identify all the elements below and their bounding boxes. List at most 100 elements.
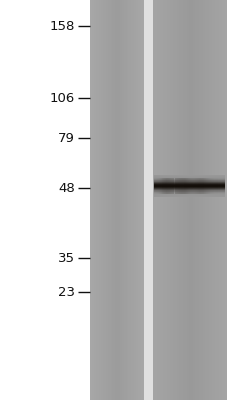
Bar [169,178,170,194]
Bar [118,0,119,400]
Bar [181,178,182,194]
Bar [153,190,224,191]
Bar [153,182,224,183]
Bar [180,0,181,400]
Bar [175,0,176,400]
Bar [186,178,187,194]
Bar [153,185,224,186]
Bar [124,0,125,400]
Bar [168,178,169,194]
Bar [161,178,162,194]
Bar [221,178,222,194]
Bar [190,178,191,194]
Bar [170,178,171,194]
Bar [107,0,108,400]
Bar [157,178,158,194]
Bar [221,178,222,194]
Bar [220,178,221,194]
Bar [195,178,196,194]
Bar [119,0,120,400]
Bar [93,0,94,400]
Bar [134,0,135,400]
Bar [170,178,171,194]
Bar [184,178,185,194]
Bar [153,186,224,187]
Bar [163,0,165,400]
Bar [90,0,91,400]
Bar [188,178,189,194]
Bar [174,178,175,194]
Bar [159,178,160,194]
Bar [153,180,224,181]
Bar [153,191,224,192]
Bar [179,178,180,194]
Bar [164,178,165,194]
Bar [153,194,224,195]
Bar [223,178,224,194]
Bar [208,178,209,194]
Bar [182,178,183,194]
Bar [153,196,224,197]
Bar [210,178,211,194]
Text: 79: 79 [58,132,75,144]
Bar [153,177,224,178]
Bar [153,183,224,184]
Bar [127,0,128,400]
Bar [200,178,201,194]
Bar [194,178,195,194]
Bar [202,178,203,194]
Bar [106,0,107,400]
Bar [104,0,105,400]
Bar [225,0,226,400]
Bar [196,0,197,400]
Bar [115,0,116,400]
Bar [192,178,193,194]
Bar [215,0,216,400]
Bar [211,0,212,400]
Bar [210,0,211,400]
Bar [181,178,182,194]
Bar [174,178,175,194]
Bar [111,0,112,400]
Bar [177,178,178,194]
Bar [216,0,217,400]
Bar [213,178,214,194]
Bar [122,0,123,400]
Bar [210,178,211,194]
Bar [185,0,186,400]
Bar [173,178,174,194]
Bar [186,178,187,194]
Bar [179,178,180,194]
Bar [203,178,204,194]
Bar [121,0,122,400]
Bar [204,178,205,194]
Bar [129,0,130,400]
Bar [187,178,188,194]
Bar [160,178,161,194]
Bar [181,0,182,400]
Bar [216,178,217,194]
Bar [188,178,189,194]
Bar [170,178,171,194]
Bar [174,178,175,194]
Bar [200,178,201,194]
Bar [154,178,155,194]
Bar [205,0,206,400]
Bar [208,178,209,194]
Bar [153,176,224,177]
Bar [185,178,186,194]
Bar [116,0,117,400]
Bar [92,0,93,400]
Bar [220,0,221,400]
Bar [153,178,154,194]
Bar [185,178,186,194]
Bar [214,178,215,194]
Bar [203,178,204,194]
Bar [201,178,202,194]
Bar [166,178,167,194]
Bar [184,178,185,194]
Bar [162,0,163,400]
Bar [216,178,217,194]
Bar [191,0,192,400]
Bar [214,178,215,194]
